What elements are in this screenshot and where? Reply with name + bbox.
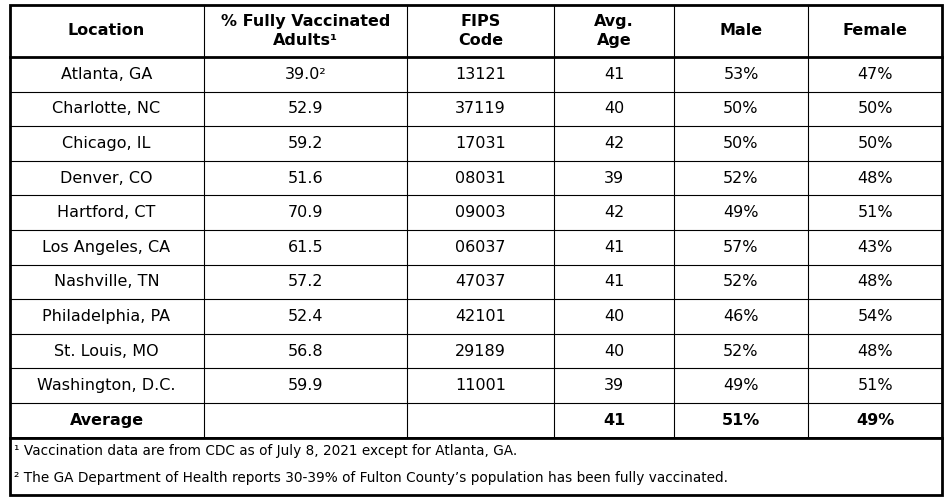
Text: Nashville, TN: Nashville, TN — [53, 274, 159, 289]
Text: 46%: 46% — [724, 309, 759, 324]
Text: ¹ Vaccination data are from CDC as of July 8, 2021 except for Atlanta, GA.: ¹ Vaccination data are from CDC as of Ju… — [14, 444, 518, 458]
Text: 29189: 29189 — [455, 344, 506, 358]
Text: Los Angeles, CA: Los Angeles, CA — [43, 240, 170, 254]
Text: Chicago, IL: Chicago, IL — [63, 136, 150, 151]
Text: 40: 40 — [604, 344, 625, 358]
Text: 39: 39 — [604, 170, 625, 186]
Text: 06037: 06037 — [455, 240, 506, 254]
Text: 51.6: 51.6 — [288, 170, 323, 186]
Text: 39.0²: 39.0² — [285, 66, 327, 82]
Text: 08031: 08031 — [455, 170, 506, 186]
Text: Denver, CO: Denver, CO — [60, 170, 153, 186]
Text: St. Louis, MO: St. Louis, MO — [54, 344, 159, 358]
Bar — [10, 5, 942, 438]
Text: 49%: 49% — [724, 205, 759, 220]
Text: Atlanta, GA: Atlanta, GA — [61, 66, 152, 82]
Bar — [10, 438, 942, 495]
Text: 42: 42 — [604, 205, 625, 220]
Text: 42: 42 — [604, 136, 625, 151]
Text: 09003: 09003 — [455, 205, 506, 220]
Text: % Fully Vaccinated
Adults¹: % Fully Vaccinated Adults¹ — [221, 14, 390, 48]
Text: 41: 41 — [604, 240, 625, 254]
Text: 51%: 51% — [858, 205, 893, 220]
Text: Female: Female — [843, 24, 908, 38]
Text: 52%: 52% — [724, 274, 759, 289]
Text: 57.2: 57.2 — [288, 274, 323, 289]
Text: 50%: 50% — [858, 102, 893, 116]
Text: 52%: 52% — [724, 344, 759, 358]
Text: 48%: 48% — [858, 274, 893, 289]
Text: 13121: 13121 — [455, 66, 506, 82]
Text: Male: Male — [720, 24, 763, 38]
Text: 48%: 48% — [858, 170, 893, 186]
Text: Hartford, CT: Hartford, CT — [57, 205, 156, 220]
Text: 70.9: 70.9 — [288, 205, 323, 220]
Text: 40: 40 — [604, 309, 625, 324]
Text: Average: Average — [69, 412, 144, 428]
Text: 37119: 37119 — [455, 102, 506, 116]
Text: 54%: 54% — [858, 309, 893, 324]
Text: 52.9: 52.9 — [288, 102, 323, 116]
Text: 48%: 48% — [858, 344, 893, 358]
Text: Avg.
Age: Avg. Age — [594, 14, 634, 48]
Text: 47%: 47% — [858, 66, 893, 82]
Text: 50%: 50% — [724, 102, 759, 116]
Text: Philadelphia, PA: Philadelphia, PA — [43, 309, 170, 324]
Text: 52.4: 52.4 — [288, 309, 323, 324]
Text: 51%: 51% — [722, 412, 760, 428]
Text: 42101: 42101 — [455, 309, 506, 324]
Text: 57%: 57% — [724, 240, 759, 254]
Text: 40: 40 — [604, 102, 625, 116]
Text: 53%: 53% — [724, 66, 759, 82]
Text: Charlotte, NC: Charlotte, NC — [52, 102, 161, 116]
Text: 11001: 11001 — [455, 378, 506, 393]
Text: 59.2: 59.2 — [288, 136, 323, 151]
Text: 56.8: 56.8 — [288, 344, 323, 358]
Text: Washington, D.C.: Washington, D.C. — [37, 378, 176, 393]
Text: 49%: 49% — [856, 412, 895, 428]
Text: 17031: 17031 — [455, 136, 506, 151]
Text: 47037: 47037 — [455, 274, 506, 289]
Text: 61.5: 61.5 — [288, 240, 323, 254]
Text: FIPS
Code: FIPS Code — [458, 14, 504, 48]
Text: 50%: 50% — [724, 136, 759, 151]
Text: 43%: 43% — [858, 240, 893, 254]
Text: 39: 39 — [604, 378, 625, 393]
Text: 41: 41 — [603, 412, 625, 428]
Text: 59.9: 59.9 — [288, 378, 323, 393]
Text: 41: 41 — [604, 66, 625, 82]
Text: 52%: 52% — [724, 170, 759, 186]
Text: 50%: 50% — [858, 136, 893, 151]
Text: 51%: 51% — [858, 378, 893, 393]
Text: ² The GA Department of Health reports 30-39% of Fulton County’s population has b: ² The GA Department of Health reports 30… — [14, 471, 728, 485]
Text: 41: 41 — [604, 274, 625, 289]
Text: 49%: 49% — [724, 378, 759, 393]
Text: Location: Location — [68, 24, 145, 38]
